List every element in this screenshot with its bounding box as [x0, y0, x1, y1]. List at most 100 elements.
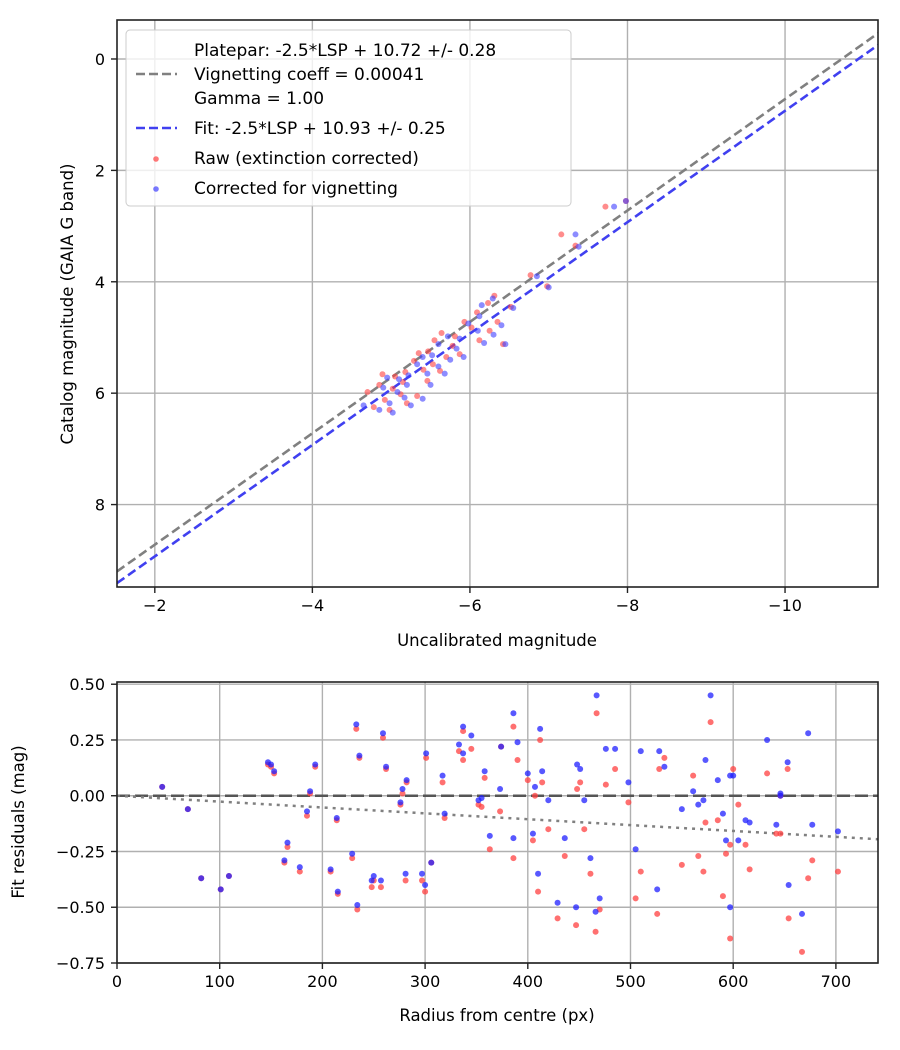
top-x-axis-label: Uncalibrated magnitude [397, 631, 597, 650]
legend-raw-marker [153, 156, 159, 162]
raw-point [727, 841, 734, 848]
corrected-point [403, 777, 410, 784]
corrected-point [383, 763, 390, 770]
raw-point [735, 801, 742, 808]
corrected-point [805, 730, 812, 737]
corrected-point [403, 381, 410, 388]
raw-point [494, 318, 501, 325]
corrected-point [574, 761, 581, 768]
corrected-point [524, 770, 531, 777]
corrected-point [625, 779, 632, 786]
corrected-point [184, 806, 191, 813]
raw-point [654, 910, 661, 917]
legend-platepar-line-2: Vignetting coeff = 0.00041 [194, 65, 424, 85]
raw-point [439, 779, 446, 786]
raw-point [527, 272, 534, 279]
raw-point [784, 765, 791, 772]
raw-point [535, 888, 542, 895]
raw-point [296, 868, 303, 875]
corrected-point [545, 797, 552, 804]
legend: Platepar: -2.5*LSP + 10.72 +/- 0.28 Vign… [125, 29, 572, 207]
corrected-point [460, 723, 467, 730]
corrected-point [376, 406, 383, 413]
raw-point [429, 361, 436, 368]
corrected-point [799, 910, 806, 917]
raw-point [719, 893, 726, 900]
raw-point [785, 915, 792, 922]
bottom-y-axis-label: Fit residuals (mag) [9, 745, 28, 898]
raw-point [602, 781, 609, 788]
corrected-point [217, 886, 224, 893]
corrected-point [535, 870, 542, 877]
raw-point [678, 861, 685, 868]
corrected-point [545, 284, 552, 291]
corrected-point [423, 750, 430, 757]
raw-point [510, 855, 517, 862]
corrected-point [312, 761, 319, 768]
raw-point [485, 299, 492, 306]
raw-point [661, 754, 668, 761]
corrected-point [735, 837, 742, 844]
corrected-point [447, 356, 454, 363]
corrected-point [587, 855, 594, 862]
corrected-point [405, 372, 412, 379]
platepar-line [117, 32, 878, 573]
raw-point [727, 935, 734, 942]
x-tick-label: 0 [112, 972, 122, 991]
corrected-point [707, 692, 714, 699]
x-tick-label: −2 [143, 596, 167, 615]
corrected-point [678, 806, 685, 813]
corrected-point [632, 846, 639, 853]
corrected-point [498, 743, 505, 750]
corrected-point [537, 725, 544, 732]
raw-point [702, 819, 709, 826]
raw-point [529, 837, 536, 844]
corrected-point [435, 341, 442, 348]
y-tick-label: −0.75 [56, 954, 105, 973]
corrected-point [460, 353, 467, 360]
raw-point [581, 826, 588, 833]
corrected-point [422, 881, 429, 888]
corrected-point [575, 243, 582, 250]
corrected-point [510, 304, 517, 311]
corrected-point [510, 835, 517, 842]
corrected-point [497, 786, 504, 793]
legend-raw-label: Raw (extinction corrected) [194, 149, 419, 169]
y-tick-label: 0.25 [69, 731, 105, 750]
raw-point [730, 765, 737, 772]
corrected-point [455, 741, 462, 748]
raw-point [537, 736, 544, 743]
raw-point [809, 857, 816, 864]
raw-point [486, 327, 493, 334]
corrected-point [510, 710, 517, 717]
top-x-ticks: −2 −4 −6 −8 −10 [143, 587, 802, 615]
corrected-point [379, 730, 386, 737]
raw-point [834, 868, 841, 875]
corrected-point [271, 768, 278, 775]
corrected-point [419, 395, 426, 402]
corrected-point [402, 870, 409, 877]
raw-point [379, 371, 386, 378]
corrected-point [397, 799, 404, 806]
raw-point [414, 392, 421, 399]
corrected-point [384, 374, 391, 381]
bottom-x-ticks: 0 100 200 300 400 500 600 700 [112, 963, 851, 991]
raw-point [561, 852, 568, 859]
legend-platepar-line-3: Gamma = 1.00 [194, 89, 324, 109]
corrected-point [561, 835, 568, 842]
corrected-point [441, 370, 448, 377]
raw-point [364, 389, 371, 396]
corrected-point [719, 810, 726, 817]
corrected-point [784, 759, 791, 766]
raw-point [370, 404, 377, 411]
corrected-point [303, 808, 310, 815]
corrected-point [389, 409, 396, 416]
corrected-point [474, 327, 481, 334]
corrected-point [159, 783, 166, 790]
corrected-point [356, 752, 363, 759]
corrected-point [700, 797, 707, 804]
raw-point [592, 928, 599, 935]
corrected-point [611, 203, 618, 210]
corrected-point [502, 341, 509, 348]
